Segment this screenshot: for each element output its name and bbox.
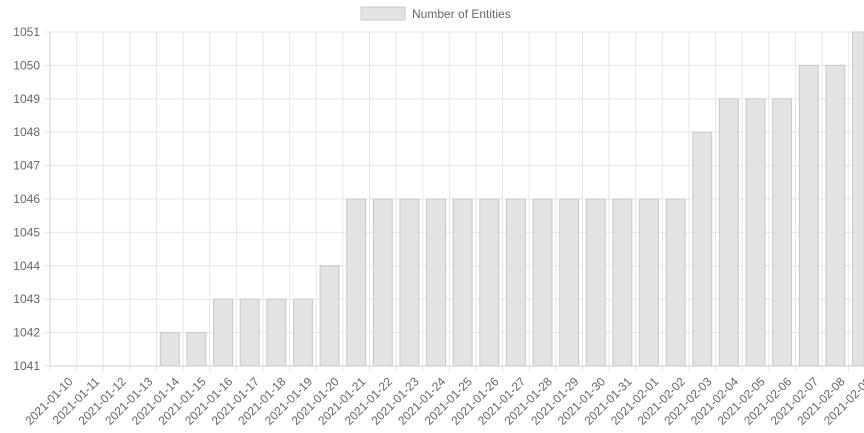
bar — [292, 298, 313, 367]
y-tick-label: 1045 — [13, 225, 40, 239]
bar — [772, 98, 793, 367]
y-tick-label: 1051 — [13, 25, 40, 39]
bar — [798, 64, 819, 367]
bars — [159, 31, 864, 367]
bar — [399, 198, 420, 367]
bar — [639, 198, 659, 367]
y-tick-label: 1050 — [13, 58, 40, 72]
bar — [612, 198, 633, 367]
y-tick-label: 1048 — [13, 125, 40, 139]
y-tick-label: 1044 — [13, 259, 40, 273]
bar — [213, 298, 234, 367]
bar — [186, 332, 207, 367]
y-tick-label: 1042 — [13, 326, 40, 340]
y-tick-label: 1049 — [13, 92, 40, 106]
bar — [665, 198, 686, 367]
y-tick-label: 1041 — [13, 359, 40, 373]
bar — [452, 198, 473, 367]
legend-label: Number of Entities — [412, 7, 511, 21]
bar — [825, 64, 846, 367]
bar — [159, 332, 180, 367]
bar — [266, 298, 287, 367]
y-axis: 1041 1042 1043 1044 1045 1046 1047 1048 1049 1050… — [13, 25, 40, 373]
bar — [559, 198, 580, 367]
bar — [319, 265, 340, 367]
bar — [346, 198, 367, 367]
y-tick-label: 1046 — [13, 192, 40, 206]
bar — [239, 298, 260, 367]
y-tick-label: 1047 — [13, 159, 40, 173]
bar — [426, 198, 446, 367]
bar — [692, 131, 713, 367]
bar — [372, 198, 393, 367]
bar — [532, 198, 553, 367]
grid — [44, 31, 862, 372]
bar — [479, 198, 500, 367]
y-tick-label: 1043 — [13, 292, 40, 306]
legend[interactable]: Number of Entities — [360, 6, 511, 21]
bar — [745, 98, 766, 367]
bar — [585, 198, 606, 367]
bar — [852, 31, 864, 367]
x-axis: 2021-01-102021-01-112021-01-122021-01-13… — [22, 374, 864, 428]
bar — [505, 198, 526, 367]
bar — [718, 98, 739, 367]
legend-swatch — [360, 6, 406, 21]
